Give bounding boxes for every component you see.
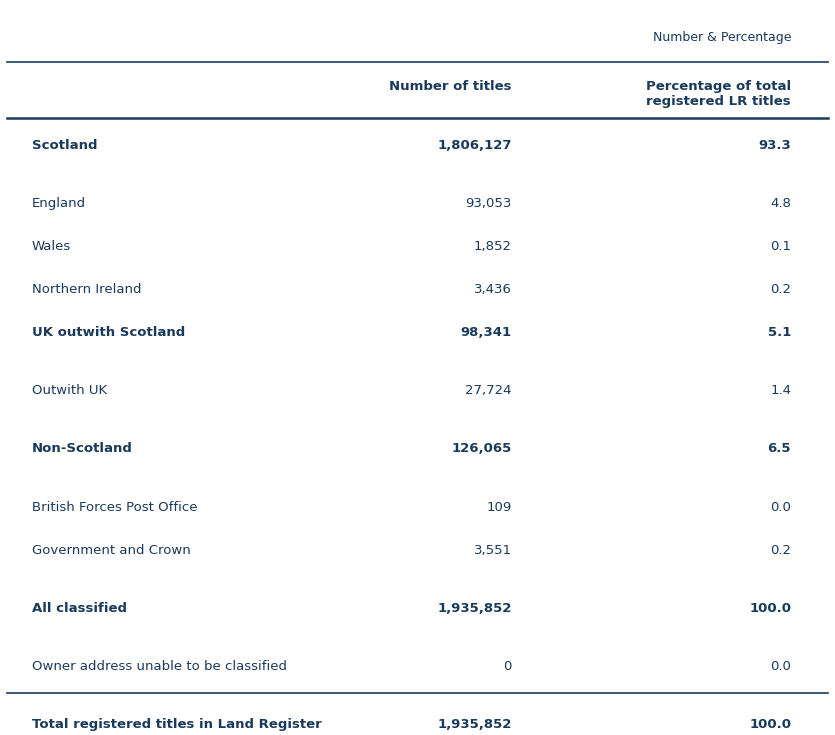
Text: 0: 0 [504,660,512,673]
Text: Number & Percentage: Number & Percentage [653,31,791,44]
Text: Scotland: Scotland [32,139,97,151]
Text: 3,551: 3,551 [473,544,512,556]
Text: 1.4: 1.4 [770,384,791,397]
Text: 0.0: 0.0 [770,660,791,673]
Text: 6.5: 6.5 [767,442,791,456]
Text: 126,065: 126,065 [452,442,512,456]
Text: 100.0: 100.0 [749,718,791,731]
Text: 0.1: 0.1 [770,240,791,253]
Text: 1,935,852: 1,935,852 [438,602,512,615]
Text: Owner address unable to be classified: Owner address unable to be classified [32,660,286,673]
Text: 27,724: 27,724 [465,384,512,397]
Text: UK outwith Scotland: UK outwith Scotland [32,326,185,339]
Text: 5.1: 5.1 [767,326,791,339]
Text: Wales: Wales [32,240,71,253]
Text: 100.0: 100.0 [749,602,791,615]
Text: 1,935,852: 1,935,852 [438,718,512,731]
Text: Government and Crown: Government and Crown [32,544,190,556]
Text: 98,341: 98,341 [461,326,512,339]
Text: Non-Scotland: Non-Scotland [32,442,133,456]
Text: England: England [32,197,86,210]
Text: Outwith UK: Outwith UK [32,384,107,397]
Text: 4.8: 4.8 [770,197,791,210]
Text: 109: 109 [487,501,512,514]
Text: 0.0: 0.0 [770,501,791,514]
Text: Northern Ireland: Northern Ireland [32,283,141,296]
Text: 93.3: 93.3 [758,139,791,151]
Text: 1,806,127: 1,806,127 [438,139,512,151]
Text: 1,852: 1,852 [474,240,512,253]
Text: Percentage of total
registered LR titles: Percentage of total registered LR titles [646,80,791,108]
Text: Number of titles: Number of titles [389,80,512,93]
Text: 0.2: 0.2 [770,544,791,556]
Text: All classified: All classified [32,602,127,615]
Text: 93,053: 93,053 [466,197,512,210]
Text: 0.2: 0.2 [770,283,791,296]
Text: Total registered titles in Land Register: Total registered titles in Land Register [32,718,321,731]
Text: 3,436: 3,436 [474,283,512,296]
Text: British Forces Post Office: British Forces Post Office [32,501,197,514]
